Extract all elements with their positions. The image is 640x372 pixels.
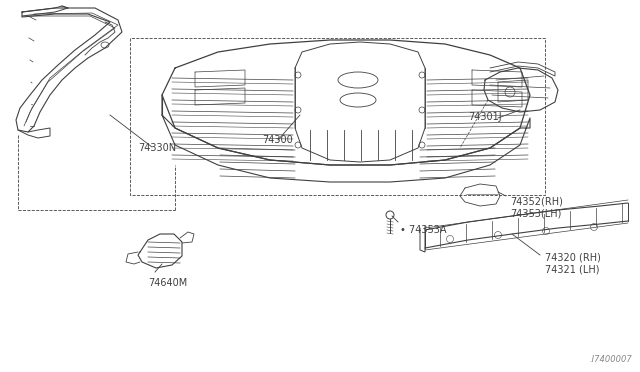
Text: 74640M: 74640M xyxy=(148,278,188,288)
Text: 74300: 74300 xyxy=(262,135,292,145)
Text: • 74353A: • 74353A xyxy=(400,225,447,235)
Text: 74330N: 74330N xyxy=(138,143,176,153)
Text: 74321 (LH): 74321 (LH) xyxy=(545,265,600,275)
Text: 74320 (RH): 74320 (RH) xyxy=(545,253,601,263)
Text: 74353(LH): 74353(LH) xyxy=(510,208,561,218)
Text: 74301J: 74301J xyxy=(468,112,502,122)
Text: .I7400007: .I7400007 xyxy=(589,355,632,364)
Text: 74352(RH): 74352(RH) xyxy=(510,196,563,206)
